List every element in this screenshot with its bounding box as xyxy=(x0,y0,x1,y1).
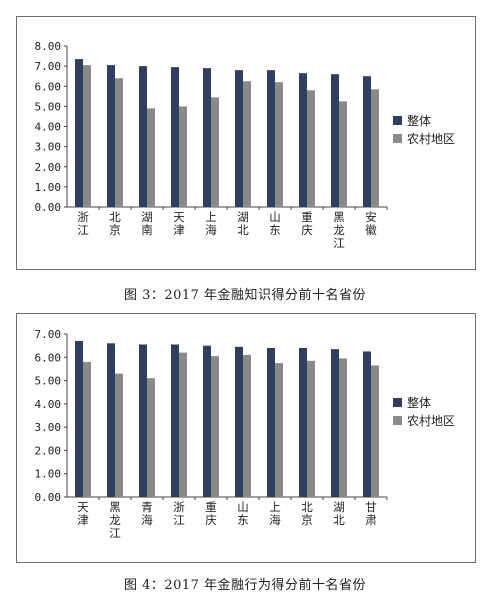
y-tick-label: 3.00 xyxy=(35,141,62,154)
legend: 整体 农村地区 xyxy=(393,393,455,429)
bar-rural xyxy=(243,81,251,207)
x-tick-label: 北京 xyxy=(109,210,121,237)
bar-rural xyxy=(275,363,283,497)
bar-rural xyxy=(275,82,283,207)
chart-panel-knowledge: 0.00 1.00 2.00 3.00 4.00 5.00 6.00 7.00 8.00 浙江 北京… xyxy=(16,16,476,270)
y-tick-label: 0.00 xyxy=(35,201,62,214)
bar-rural xyxy=(179,352,187,497)
bar-overall xyxy=(139,344,147,497)
y-tick-label: 7.00 xyxy=(35,60,62,73)
bar-rural xyxy=(179,106,187,207)
bar-overall xyxy=(203,68,211,207)
x-tick-label: 上海 xyxy=(269,500,281,527)
bar-rural xyxy=(83,361,91,497)
bar-overall xyxy=(107,65,115,208)
x-tick-label: 湖南 xyxy=(141,210,153,237)
y-tick-label: 7.00 xyxy=(35,328,62,341)
bar-rural xyxy=(147,378,155,497)
figure-caption-4: 图 4：2017 年金融行为得分前十名省份 xyxy=(123,578,367,593)
bar-overall xyxy=(75,59,83,207)
legend-label-rural: 农村地区 xyxy=(407,131,456,146)
bar-overall xyxy=(107,343,115,497)
bar-rural xyxy=(115,373,123,497)
x-tick-label: 湖北 xyxy=(237,210,249,237)
x-tick-label: 山东 xyxy=(269,210,281,237)
chart-panel-behavior: 0.00 1.00 2.00 3.00 4.00 5.00 6.00 7.00 天津 黑龙江 青海浙… xyxy=(16,313,476,563)
bar-overall xyxy=(299,347,307,497)
x-tick-label: 山东 xyxy=(237,500,249,527)
y-tick-label: 0.00 xyxy=(35,491,62,504)
legend-item-rural: 农村地区 xyxy=(393,411,455,429)
bar-overall xyxy=(171,344,179,497)
x-tick-label: 天津 xyxy=(77,500,89,527)
bar-rural xyxy=(115,78,123,207)
bar-rural xyxy=(211,97,219,207)
bar-overall xyxy=(235,70,243,208)
figure-caption-3: 图 3：2017 年金融知识得分前十名省份 xyxy=(123,288,367,303)
bar-overall xyxy=(203,345,211,497)
x-tick-label: 黑龙江 xyxy=(109,500,121,540)
bar-overall xyxy=(267,347,275,497)
x-tick-label: 上海 xyxy=(205,210,217,237)
y-tick-label: 4.00 xyxy=(35,121,62,134)
bar-rural xyxy=(307,360,315,497)
x-tick-label: 浙江 xyxy=(77,210,89,237)
bar-overall xyxy=(171,67,179,207)
bar-overall xyxy=(363,351,371,497)
legend-swatch-rural xyxy=(393,133,402,143)
bar-rural xyxy=(307,90,315,207)
bar-rural xyxy=(371,365,379,497)
bar-chart-knowledge: 0.00 1.00 2.00 3.00 4.00 5.00 6.00 7.00 8.00 浙江北京… xyxy=(35,40,388,250)
legend-swatch-overall xyxy=(393,115,402,125)
bar-overall xyxy=(75,340,83,497)
y-tick-label: 4.00 xyxy=(35,398,62,411)
bar-chart-behavior: 0.00 1.00 2.00 3.00 4.00 5.00 6.00 7.00 天津 黑龙江 青海浙… xyxy=(35,328,388,540)
y-tick-label: 2.00 xyxy=(35,444,62,457)
legend-swatch-rural xyxy=(393,415,402,425)
legend: 整体 农村地区 xyxy=(393,111,455,147)
x-tick-label: 重庆 xyxy=(301,210,313,237)
x-tick-label: 青海 xyxy=(141,500,153,527)
x-tick-label: 甘肃 xyxy=(365,500,377,527)
y-tick-label: 2.00 xyxy=(35,161,62,174)
y-tick-label: 5.00 xyxy=(35,100,62,113)
bar-rural xyxy=(339,101,347,207)
bar-rural xyxy=(83,65,91,208)
y-tick-label: 1.00 xyxy=(35,468,62,481)
x-tick-label: 黑龙江 xyxy=(333,210,345,250)
legend-item-overall: 整体 xyxy=(393,111,455,129)
legend-label-overall: 整体 xyxy=(407,395,432,410)
x-tick-label: 天津 xyxy=(173,210,185,237)
x-tick-label: 湖北 xyxy=(333,500,345,527)
bar-rural xyxy=(243,354,251,497)
y-tick-label: 6.00 xyxy=(35,80,62,93)
bar-overall xyxy=(267,70,275,208)
bar-overall xyxy=(331,74,339,207)
bar-rural xyxy=(339,358,347,497)
x-tick-label: 安徽 xyxy=(365,210,377,237)
bar-overall xyxy=(139,66,147,207)
bar-overall xyxy=(331,349,339,497)
y-tick-label: 3.00 xyxy=(35,421,62,434)
x-tick-label: 重庆 xyxy=(205,500,217,527)
y-tick-label: 8.00 xyxy=(35,40,62,53)
y-tick-label: 5.00 xyxy=(35,375,62,388)
bar-rural xyxy=(371,89,379,207)
bar-rural xyxy=(211,356,219,497)
legend-label-rural: 农村地区 xyxy=(407,413,456,428)
legend-swatch-overall xyxy=(393,397,402,407)
x-tick-label: 北京 xyxy=(301,500,313,527)
bar-overall xyxy=(235,346,243,497)
legend-label-overall: 整体 xyxy=(407,113,432,128)
legend-item-overall: 整体 xyxy=(393,393,455,411)
x-tick-label: 浙江 xyxy=(173,500,185,527)
bar-overall xyxy=(299,73,307,207)
bar-overall xyxy=(363,76,371,207)
y-tick-label: 1.00 xyxy=(35,181,62,194)
legend-item-rural: 农村地区 xyxy=(393,129,455,147)
bar-rural xyxy=(147,108,155,207)
y-tick-label: 6.00 xyxy=(35,351,62,364)
